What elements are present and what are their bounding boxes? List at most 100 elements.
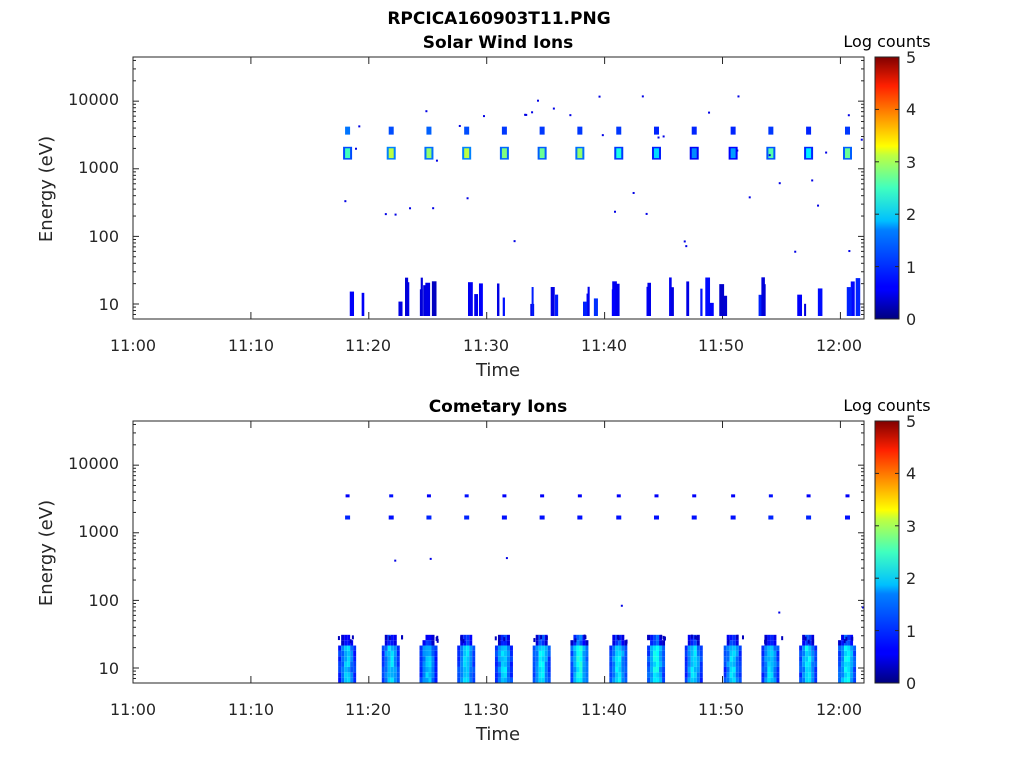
panel-title: Cometary Ions (429, 397, 568, 417)
data-cell (401, 635, 404, 640)
panel-solar-wind-ions: Solar Wind Ions 11:00 11:10 11:20 11:30 … (36, 32, 931, 381)
data-cell (690, 650, 694, 657)
data-cell (531, 111, 534, 114)
y-axis-label: Energy (eV) (36, 500, 57, 606)
data-cell (776, 645, 780, 651)
data-cell (650, 645, 654, 651)
data-cell (650, 640, 654, 646)
data-cell (419, 666, 423, 673)
data-cell (396, 656, 400, 662)
data-cell (838, 640, 842, 646)
data-cell (576, 661, 580, 667)
data-cell (696, 666, 700, 673)
data-cell (539, 148, 545, 159)
data-cell (347, 640, 351, 646)
data-cell (384, 666, 388, 673)
data-cell (469, 672, 473, 678)
data-cell (570, 661, 574, 667)
data-cell (844, 148, 850, 159)
data-cell (802, 656, 806, 662)
data-cell (503, 634, 507, 641)
data-cell (535, 656, 539, 662)
data-cell (653, 645, 657, 651)
data-cell (797, 294, 803, 316)
data-cell (850, 656, 854, 662)
data-cell (844, 515, 850, 520)
data-cell (618, 640, 622, 646)
data-cell (350, 677, 354, 683)
x-tick-label: 11:40 (581, 700, 627, 719)
data-cell (344, 645, 348, 651)
data-cell (457, 656, 461, 662)
data-cell (847, 672, 851, 678)
data-cell (579, 666, 583, 673)
data-cell (844, 677, 848, 683)
data-cell (853, 677, 857, 683)
data-cell (729, 640, 733, 646)
data-cell (814, 650, 818, 657)
data-cell (662, 635, 665, 640)
data-cell (656, 661, 660, 667)
data-cell (662, 645, 666, 651)
data-cell (422, 656, 426, 662)
data-cell (341, 666, 345, 673)
data-cell (761, 277, 765, 316)
data-cell (353, 677, 357, 683)
data-cell (696, 672, 700, 678)
data-cell (612, 677, 616, 683)
data-cell (699, 672, 703, 678)
data-cell (425, 282, 431, 316)
data-cell (457, 672, 461, 678)
data-cell (434, 677, 438, 683)
data-cell (388, 148, 394, 159)
data-cell (431, 661, 435, 667)
data-cell (532, 666, 536, 673)
data-cell (802, 677, 806, 683)
data-cell (808, 672, 812, 678)
data-cell (768, 126, 774, 135)
data-cell (656, 656, 660, 662)
data-cell (609, 650, 613, 657)
data-cell (535, 645, 539, 651)
data-cell (653, 656, 657, 662)
data-cell (647, 656, 651, 662)
data-cell (659, 656, 663, 662)
x-tick-label: 11:00 (110, 336, 156, 355)
data-cell (536, 99, 539, 102)
data-cell (405, 277, 409, 316)
data-cell (384, 634, 388, 641)
data-cell (593, 298, 598, 316)
data-cell (466, 661, 470, 667)
panel-title: Solar Wind Ions (423, 33, 574, 53)
data-cell (422, 677, 426, 683)
data-cell (390, 634, 394, 641)
data-cell (583, 634, 586, 639)
data-cell (653, 148, 659, 159)
data-cell (844, 672, 848, 678)
data-cell (732, 645, 736, 651)
data-cell (570, 656, 574, 662)
data-cell (621, 645, 625, 651)
data-cell (767, 645, 771, 651)
data-cell (347, 672, 351, 678)
data-cell (814, 666, 818, 673)
data-cell (350, 661, 354, 667)
data-cell (532, 661, 536, 667)
data-cell (705, 277, 711, 316)
data-cell (393, 650, 397, 657)
data-cell (350, 656, 354, 662)
data-cell (538, 666, 542, 673)
data-cell (764, 639, 767, 644)
data-cell (535, 666, 539, 673)
data-cell (660, 634, 663, 639)
data-cell (428, 640, 432, 646)
data-cell (690, 656, 694, 662)
data-cell (817, 204, 820, 207)
data-cell (497, 661, 501, 667)
data-cell (337, 636, 340, 641)
y-tick-label: 1000 (78, 522, 119, 541)
data-cell (855, 278, 861, 316)
data-cell (394, 213, 397, 216)
data-cell (393, 672, 397, 678)
data-cell (393, 661, 397, 667)
